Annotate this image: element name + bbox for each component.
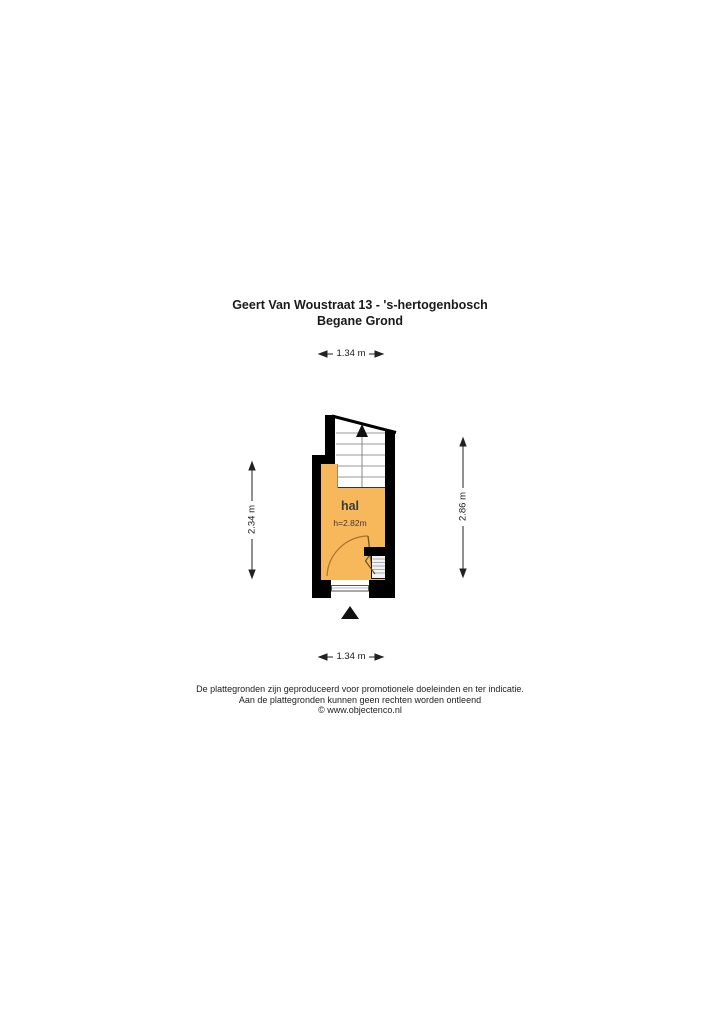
door-swing-arc: [326, 535, 369, 577]
room-ceiling-height-label: h=2.82m: [333, 518, 367, 528]
disclaimer-copyright: © www.objectenco.nl: [318, 705, 402, 715]
dimension-height-left: 2.34 m: [246, 490, 258, 550]
stair-area: [335, 417, 393, 488]
dimension-height-right: 2.86 m: [457, 477, 469, 537]
arrow-left-icon: [317, 350, 328, 358]
walls: [312, 414, 397, 598]
lower-left-wall: [312, 455, 321, 598]
arrow-up-icon: [248, 460, 256, 471]
disclaimer-line1: De plattegronden zijn geproduceerd voor …: [196, 684, 524, 694]
cupboard-stub-wall: [364, 547, 385, 556]
dim-line-left: [248, 460, 256, 580]
disclaimer-line2: Aan de plattegronden kunnen geen rechten…: [238, 694, 482, 705]
entrance-arrow-icon: [341, 606, 359, 619]
page-title: Geert Van Woustraat 13 - 's-hertogenbosc…: [0, 297, 720, 329]
dim-line-top: [317, 350, 385, 358]
slanted-top-wall: [331, 414, 397, 434]
arrow-right-icon: [374, 653, 385, 661]
dim-line-bottom: [317, 653, 385, 661]
address-title: Geert Van Woustraat 13 - 's-hertogenbosc…: [232, 298, 488, 312]
arrow-right-icon: [374, 350, 385, 358]
dimension-width-top: 1.34 m: [321, 348, 381, 359]
arrow-down-icon: [459, 568, 467, 579]
stair-up-arrow-icon: [356, 424, 368, 437]
entrance-threshold: [331, 585, 369, 592]
arrow-left-icon: [317, 653, 328, 661]
upper-left-wall: [325, 415, 335, 464]
dim-line-right: [459, 436, 467, 579]
dimension-width-bottom: 1.34 m: [321, 651, 381, 662]
right-wall: [385, 429, 395, 598]
arrow-up-icon: [459, 436, 467, 447]
disclaimer: De plattegronden zijn geproduceerd voor …: [0, 684, 720, 716]
floor-title: Begane Grond: [316, 314, 404, 328]
room-name-label: hal: [340, 499, 360, 513]
bottom-left-wall: [312, 580, 331, 598]
dimension-lines: [248, 350, 467, 661]
step-wall: [312, 455, 335, 464]
arrow-down-icon: [248, 569, 256, 580]
staircase: [335, 417, 393, 488]
